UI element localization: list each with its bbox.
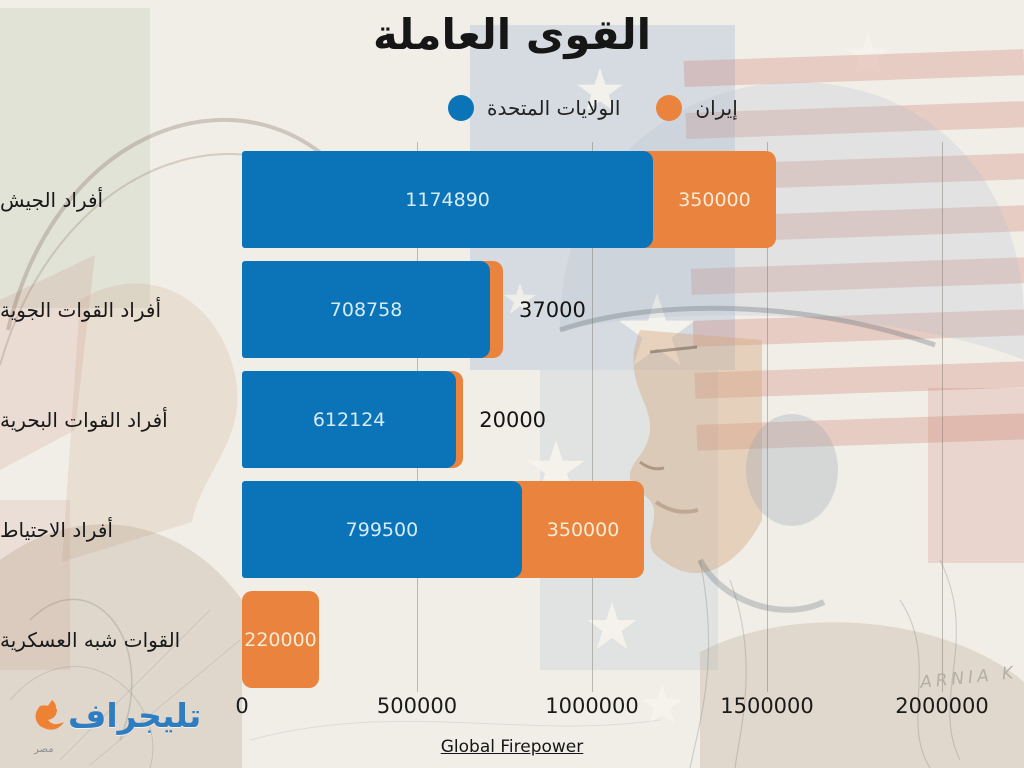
- us-value-label: 799500: [345, 518, 419, 541]
- gridline: [942, 142, 943, 692]
- gridline: [767, 142, 768, 692]
- iran-value-label: 20000: [479, 407, 547, 432]
- telegraph-logo: تليجراف: [30, 692, 201, 738]
- us-bar: [242, 371, 457, 468]
- category-label: أفراد القوات الجوية: [0, 297, 161, 322]
- bar-row: 1174890 350000: [242, 151, 942, 248]
- source-link[interactable]: Global Firepower: [440, 737, 584, 757]
- us-bar: [242, 151, 654, 248]
- bar-row: 799500 350000: [242, 481, 942, 578]
- gridline: [592, 142, 593, 692]
- iran-value-label: 220000: [244, 628, 317, 651]
- us-bar: [242, 481, 522, 578]
- us-value-label: 1174890: [405, 188, 490, 211]
- iran-value-label: 350000: [678, 188, 751, 211]
- legend-item-iran: إيران: [656, 95, 738, 121]
- iran-bar: [629, 151, 776, 248]
- us-bar: [242, 261, 491, 358]
- category-label: أفراد القوات البحرية: [0, 407, 168, 432]
- bar-row: 708758 37000: [242, 261, 942, 358]
- x-tick-label: 1000000: [545, 694, 639, 718]
- category-label: القوات شبه العسكرية: [0, 627, 181, 652]
- bar-row: 220000: [242, 591, 942, 688]
- us-value-label: 612124: [312, 408, 386, 431]
- x-tick-label: 500000: [376, 694, 458, 718]
- bar-row: 612124 20000: [242, 371, 942, 468]
- us-legend-dot-icon: [448, 95, 474, 121]
- category-label: أفراد الاحتياط: [0, 517, 113, 542]
- category-label: أفراد الجيش: [0, 187, 104, 212]
- source-row: Global Firepower: [0, 737, 1024, 757]
- telegraph-logo-sub: مصر: [34, 744, 54, 755]
- iran-legend-label: إيران: [695, 96, 738, 120]
- iran-legend-dot-icon: [656, 95, 683, 121]
- x-tick-label: 0: [235, 694, 249, 718]
- x-tick-label: 2000000: [895, 694, 989, 718]
- iran-bar: [497, 481, 645, 578]
- x-tick-label: 1500000: [720, 694, 814, 718]
- us-value-label: 708758: [329, 298, 403, 321]
- chart-legend: الولايات المتحدة إيران: [448, 95, 738, 121]
- telegraph-flame-icon: [30, 692, 68, 738]
- legend-item-united-states: الولايات المتحدة: [448, 95, 620, 121]
- iran-value-label: 350000: [546, 518, 620, 541]
- us-legend-label: الولايات المتحدة: [487, 96, 621, 120]
- chart-title: القوى العاملة: [372, 10, 652, 59]
- iran-value-label: 37000: [519, 297, 586, 322]
- telegraph-logo-text: تليجراف: [68, 695, 202, 735]
- iran-bar: [242, 591, 319, 688]
